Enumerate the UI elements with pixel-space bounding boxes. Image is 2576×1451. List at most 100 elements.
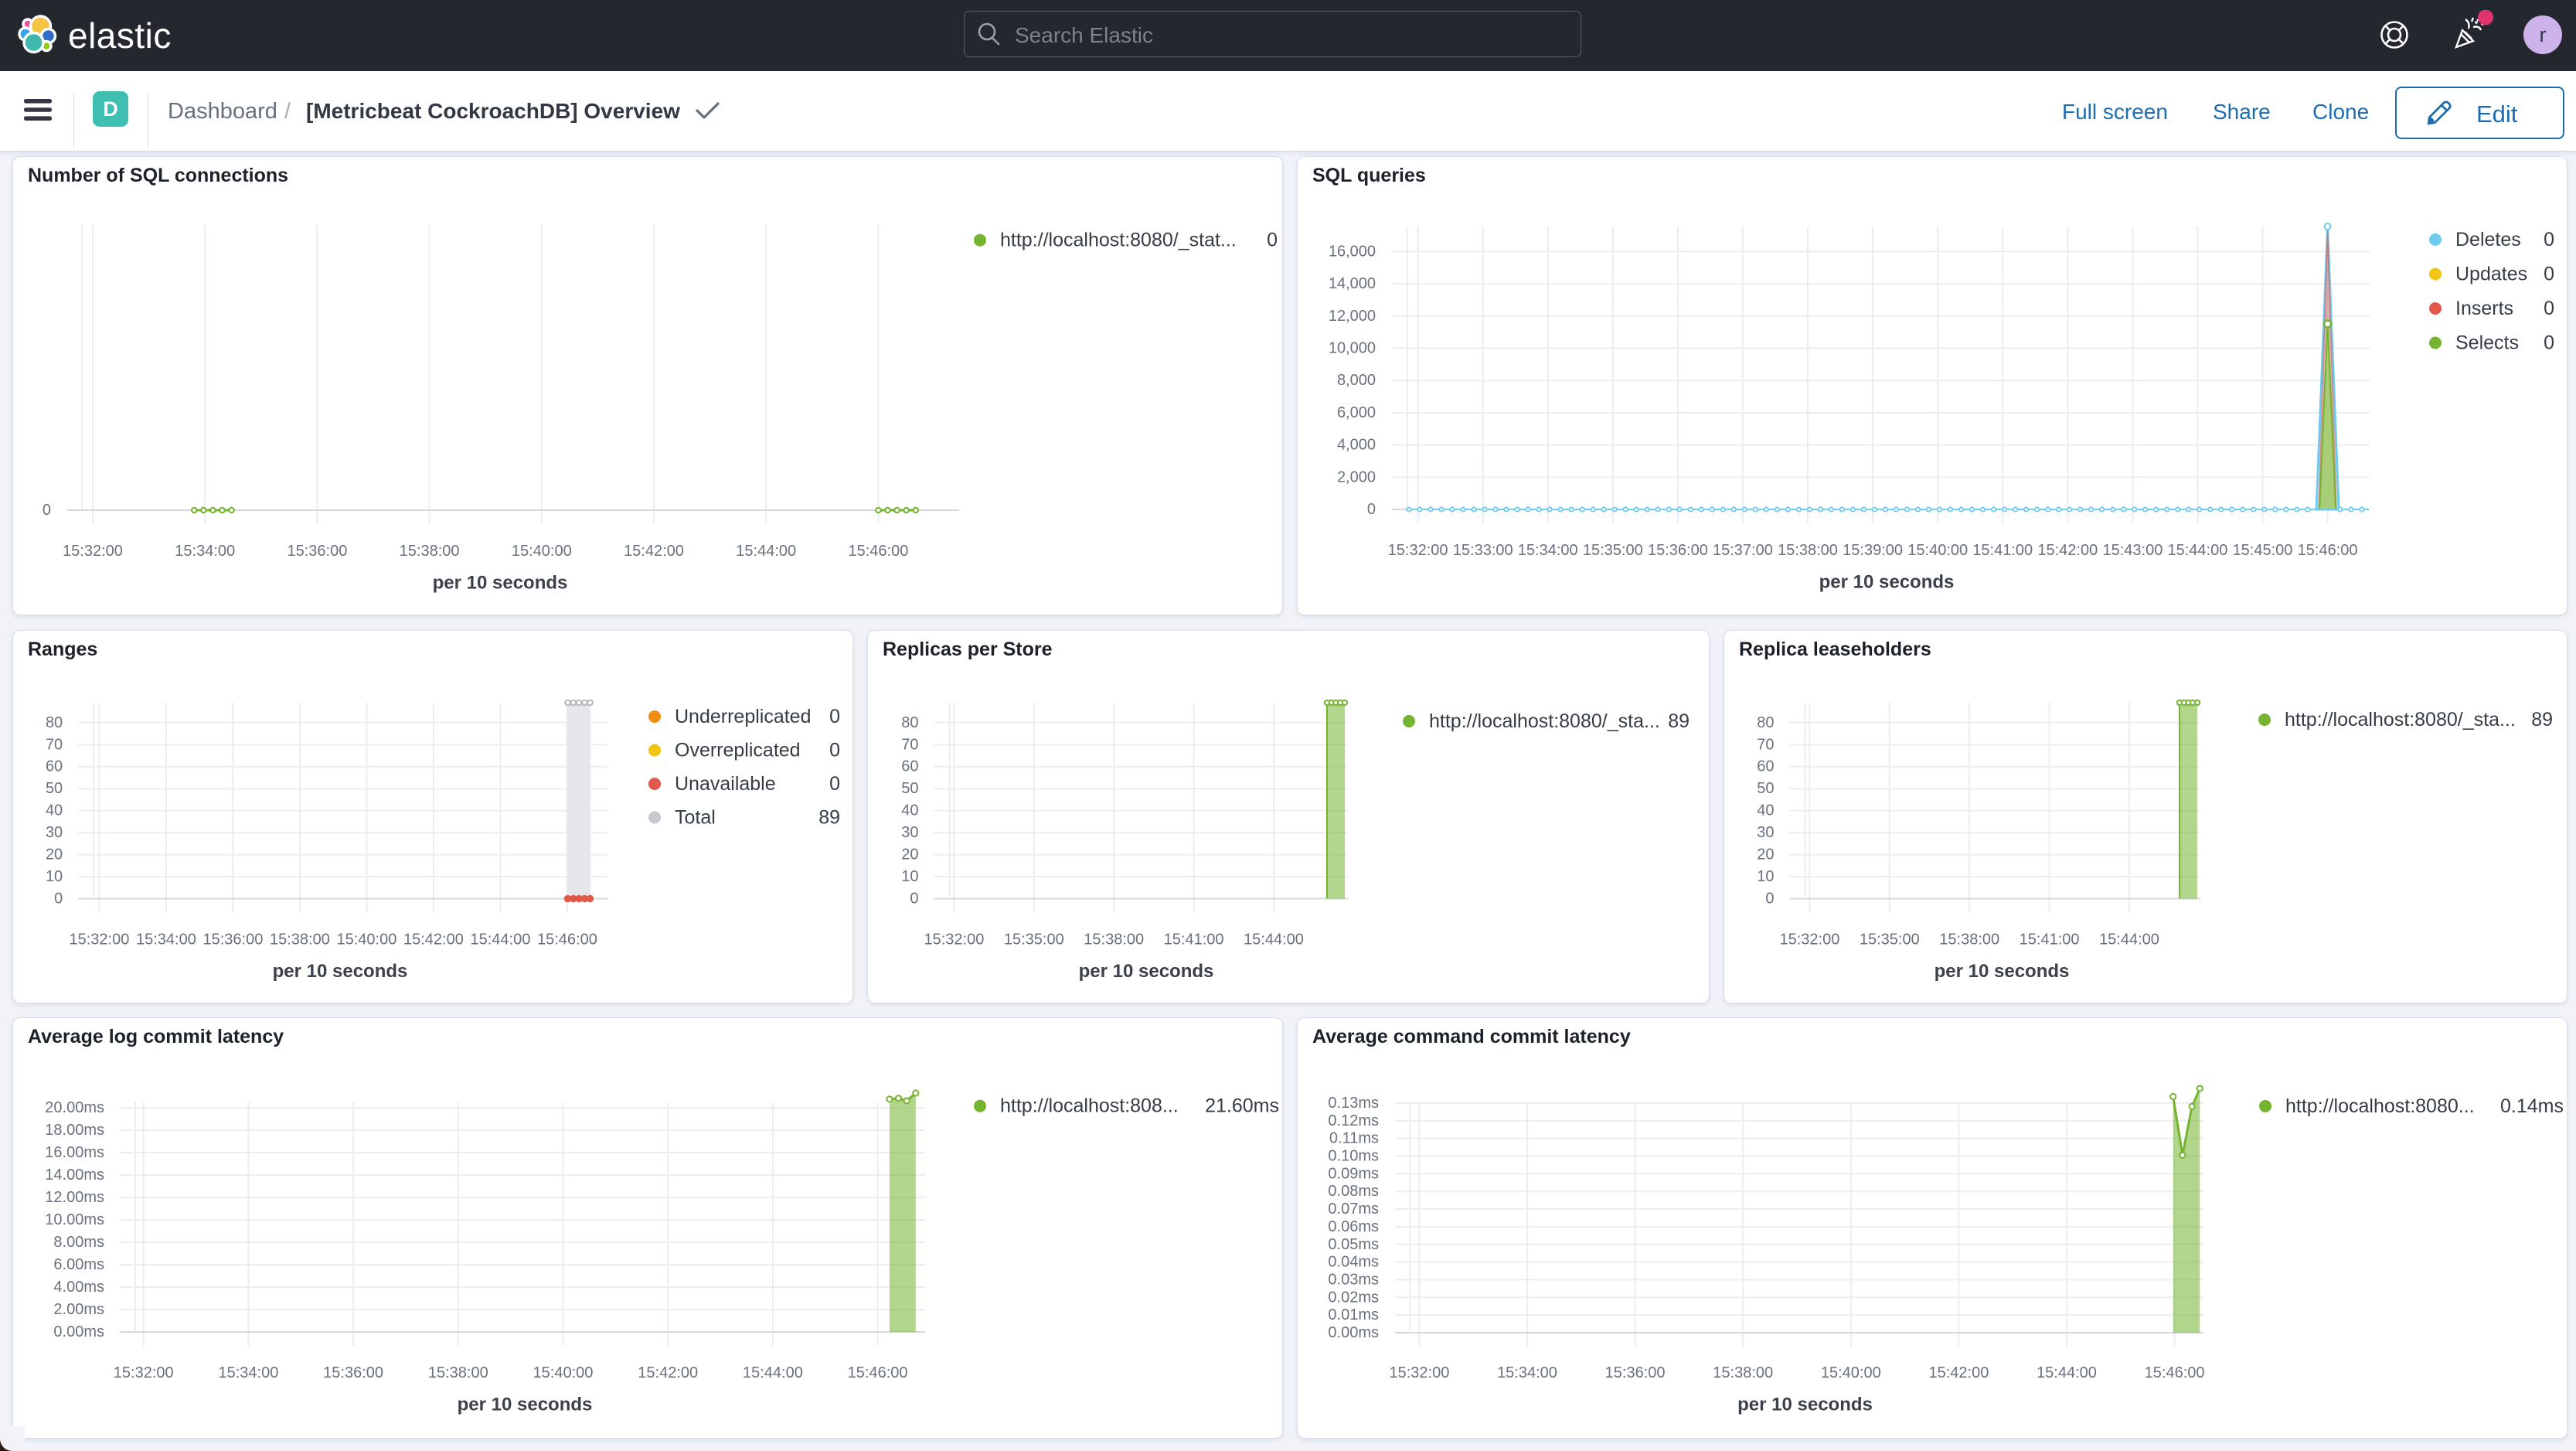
- svg-text:0: 0: [1267, 230, 1278, 251]
- svg-text:0.05ms: 0.05ms: [1328, 1236, 1379, 1253]
- svg-text:12,000: 12,000: [1329, 308, 1376, 325]
- svg-text:10: 10: [901, 868, 918, 885]
- svg-text:15:40:00: 15:40:00: [533, 1364, 594, 1381]
- svg-text:15:40:00: 15:40:00: [512, 543, 572, 560]
- svg-text:15:32:00: 15:32:00: [1388, 542, 1448, 559]
- svg-text:15:40:00: 15:40:00: [336, 932, 396, 949]
- svg-text:15:33:00: 15:33:00: [1453, 542, 1513, 559]
- svg-text:50: 50: [46, 780, 63, 797]
- svg-text:4.00ms: 4.00ms: [53, 1279, 104, 1296]
- svg-text:0.03ms: 0.03ms: [1328, 1271, 1379, 1288]
- svg-text:15:34:00: 15:34:00: [1518, 542, 1578, 559]
- svg-text:15:36:00: 15:36:00: [1648, 542, 1708, 559]
- svg-text:0: 0: [1367, 501, 1376, 518]
- svg-text:per 10 seconds: per 10 seconds: [433, 573, 568, 594]
- svg-text:6.00ms: 6.00ms: [53, 1256, 104, 1273]
- svg-text:15:38:00: 15:38:00: [270, 932, 330, 949]
- svg-text:per 10 seconds: per 10 seconds: [273, 961, 408, 982]
- svg-text:15:37:00: 15:37:00: [1713, 542, 1773, 559]
- svg-text:15:44:00: 15:44:00: [1244, 932, 1304, 949]
- svg-text:15:40:00: 15:40:00: [1821, 1364, 1881, 1381]
- svg-text:10,000: 10,000: [1329, 340, 1376, 357]
- svg-text:15:38:00: 15:38:00: [1084, 932, 1144, 949]
- svg-text:80: 80: [1757, 714, 1774, 731]
- svg-text:70: 70: [1757, 736, 1774, 753]
- svg-text:0.10ms: 0.10ms: [1328, 1148, 1379, 1165]
- svg-text:10: 10: [1757, 868, 1774, 885]
- svg-text:12.00ms: 12.00ms: [45, 1189, 104, 1206]
- svg-text:Selects: Selects: [2455, 332, 2519, 354]
- svg-text:http://localhost:8080/_sta...: http://localhost:8080/_sta...: [2285, 709, 2516, 731]
- svg-text:http://localhost:808...: http://localhost:808...: [1000, 1095, 1179, 1117]
- svg-text:15:41:00: 15:41:00: [1972, 542, 2033, 559]
- svg-text:http://localhost:8080/_stat...: http://localhost:8080/_stat...: [1000, 230, 1237, 251]
- svg-text:0.14ms: 0.14ms: [2500, 1095, 2564, 1117]
- svg-text:15:46:00: 15:46:00: [2145, 1364, 2205, 1381]
- svg-text:0: 0: [54, 891, 63, 908]
- svg-text:0: 0: [829, 773, 840, 795]
- svg-text:15:44:00: 15:44:00: [470, 932, 530, 949]
- svg-text:0.11ms: 0.11ms: [1329, 1130, 1379, 1147]
- svg-text:15:35:00: 15:35:00: [1583, 542, 1643, 559]
- svg-text:0.00ms: 0.00ms: [1328, 1324, 1379, 1341]
- svg-text:15:44:00: 15:44:00: [743, 1364, 803, 1381]
- svg-text:15:40:00: 15:40:00: [1907, 542, 1968, 559]
- svg-text:15:43:00: 15:43:00: [2102, 542, 2163, 559]
- svg-text:15:38:00: 15:38:00: [1939, 932, 1999, 949]
- svg-text:0: 0: [829, 706, 840, 727]
- svg-text:http://localhost:8080...: http://localhost:8080...: [2285, 1095, 2475, 1117]
- svg-text:80: 80: [46, 714, 63, 731]
- svg-text:15:34:00: 15:34:00: [1497, 1364, 1557, 1381]
- svg-text:15:38:00: 15:38:00: [400, 543, 460, 560]
- svg-text:20: 20: [1757, 846, 1774, 863]
- svg-text:15:32:00: 15:32:00: [1779, 932, 1839, 949]
- svg-text:6,000: 6,000: [1337, 404, 1376, 421]
- svg-text:Total: Total: [675, 807, 716, 829]
- svg-text:15:42:00: 15:42:00: [624, 543, 684, 560]
- svg-text:0.09ms: 0.09ms: [1328, 1165, 1379, 1182]
- svg-text:40: 40: [901, 802, 918, 819]
- svg-text:15:32:00: 15:32:00: [1389, 1364, 1449, 1381]
- svg-text:Overreplicated: Overreplicated: [675, 740, 801, 761]
- svg-text:15:34:00: 15:34:00: [175, 543, 235, 560]
- svg-text:per 10 seconds: per 10 seconds: [1935, 961, 2070, 982]
- svg-text:2,000: 2,000: [1337, 468, 1376, 485]
- svg-text:18.00ms: 18.00ms: [45, 1122, 104, 1139]
- svg-text:16.00ms: 16.00ms: [45, 1144, 104, 1161]
- svg-text:per 10 seconds: per 10 seconds: [458, 1395, 593, 1415]
- svg-text:0.08ms: 0.08ms: [1328, 1183, 1379, 1200]
- svg-text:per 10 seconds: per 10 seconds: [1819, 572, 1955, 593]
- svg-text:8.00ms: 8.00ms: [53, 1234, 104, 1251]
- svg-text:15:46:00: 15:46:00: [537, 932, 597, 949]
- svg-text:15:32:00: 15:32:00: [114, 1364, 174, 1381]
- svg-text:15:44:00: 15:44:00: [736, 543, 796, 560]
- svg-text:50: 50: [901, 780, 918, 797]
- svg-text:15:38:00: 15:38:00: [1713, 1364, 1773, 1381]
- svg-text:21.60ms: 21.60ms: [1205, 1095, 1279, 1117]
- svg-text:8,000: 8,000: [1337, 372, 1376, 389]
- svg-text:15:32:00: 15:32:00: [69, 932, 129, 949]
- svg-text:15:41:00: 15:41:00: [1164, 932, 1224, 949]
- svg-text:0: 0: [2544, 264, 2554, 285]
- svg-text:15:41:00: 15:41:00: [2020, 932, 2080, 949]
- svg-text:0: 0: [2544, 298, 2554, 319]
- svg-text:15:44:00: 15:44:00: [2099, 932, 2159, 949]
- svg-text:0: 0: [829, 740, 840, 761]
- svg-text:40: 40: [1757, 802, 1774, 819]
- svg-text:15:36:00: 15:36:00: [287, 543, 347, 560]
- svg-text:per 10 seconds: per 10 seconds: [1737, 1395, 1873, 1415]
- svg-text:15:44:00: 15:44:00: [2037, 1364, 2097, 1381]
- svg-text:60: 60: [46, 758, 63, 775]
- svg-text:per 10 seconds: per 10 seconds: [1079, 961, 1214, 982]
- svg-text:15:34:00: 15:34:00: [136, 932, 196, 949]
- svg-text:0.07ms: 0.07ms: [1328, 1201, 1379, 1218]
- svg-text:0.01ms: 0.01ms: [1328, 1306, 1379, 1323]
- svg-text:15:46:00: 15:46:00: [2298, 542, 2358, 559]
- svg-text:89: 89: [818, 807, 840, 829]
- svg-text:15:46:00: 15:46:00: [848, 1364, 908, 1381]
- svg-text:15:42:00: 15:42:00: [2037, 542, 2098, 559]
- svg-text:80: 80: [901, 714, 918, 731]
- svg-text:30: 30: [901, 824, 918, 841]
- svg-text:10.00ms: 10.00ms: [45, 1211, 104, 1228]
- svg-text:15:38:00: 15:38:00: [1778, 542, 1838, 559]
